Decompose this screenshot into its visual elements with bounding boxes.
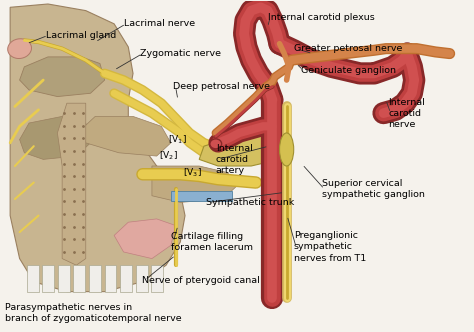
Text: Cartilage filling
foramen lacerum: Cartilage filling foramen lacerum [171, 232, 253, 252]
Ellipse shape [8, 39, 31, 58]
Polygon shape [42, 265, 54, 291]
Polygon shape [10, 4, 185, 291]
Polygon shape [19, 117, 91, 159]
Polygon shape [89, 265, 101, 291]
Ellipse shape [210, 139, 222, 149]
Text: [V$_1$]: [V$_1$] [168, 133, 187, 146]
Text: Parasympathetic nerves in
branch of zygomaticotemporal nerve: Parasympathetic nerves in branch of zygo… [5, 303, 182, 323]
Polygon shape [105, 265, 117, 291]
Text: Internal
carotid
nerve: Internal carotid nerve [388, 98, 425, 129]
Polygon shape [57, 103, 86, 265]
Text: Lacrimal nerve: Lacrimal nerve [124, 19, 195, 28]
Text: Internal
carotid
artery: Internal carotid artery [216, 144, 253, 175]
Text: Sympathetic trunk: Sympathetic trunk [206, 198, 294, 207]
Polygon shape [171, 191, 232, 201]
Text: Nerve of pterygoid canal: Nerve of pterygoid canal [143, 276, 260, 285]
Polygon shape [114, 219, 175, 259]
Polygon shape [81, 117, 171, 156]
Polygon shape [199, 133, 284, 166]
Polygon shape [152, 166, 237, 203]
Text: Internal carotid plexus: Internal carotid plexus [268, 13, 374, 22]
Ellipse shape [280, 133, 294, 166]
Text: Lacrimal gland: Lacrimal gland [46, 31, 116, 40]
Text: Greater petrosal nerve: Greater petrosal nerve [294, 44, 402, 53]
Polygon shape [120, 265, 132, 291]
Text: Geniculate ganglion: Geniculate ganglion [301, 66, 396, 75]
Polygon shape [73, 265, 85, 291]
Polygon shape [27, 265, 38, 291]
Text: [V$_2$]: [V$_2$] [159, 150, 178, 162]
Text: Zygomatic nerve: Zygomatic nerve [140, 49, 221, 58]
Polygon shape [136, 265, 148, 291]
Polygon shape [58, 265, 70, 291]
Text: [V$_3$]: [V$_3$] [182, 166, 201, 179]
Text: Preganglionic
sympathetic
nerves from T1: Preganglionic sympathetic nerves from T1 [294, 231, 366, 263]
Text: Superior cervical
sympathetic ganglion: Superior cervical sympathetic ganglion [322, 179, 425, 199]
Text: Deep petrosal nerve: Deep petrosal nerve [173, 82, 270, 91]
Polygon shape [19, 57, 105, 97]
Polygon shape [152, 265, 163, 291]
